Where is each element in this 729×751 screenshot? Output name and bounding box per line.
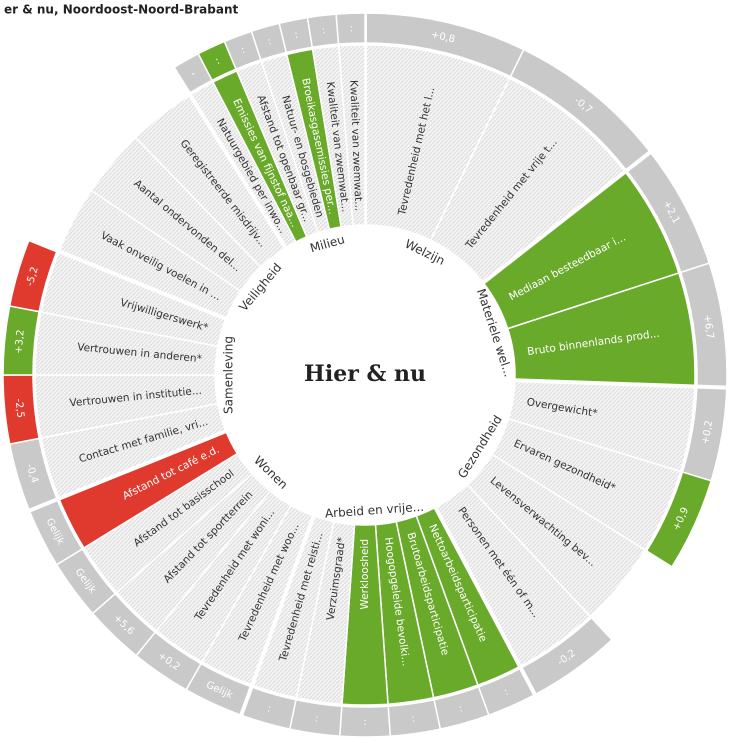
- value-label: :: [411, 713, 416, 724]
- sector-label: Arbeid en vrije...: [324, 500, 424, 521]
- indicator-wedge: [337, 44, 366, 227]
- value-label: :: [503, 687, 511, 698]
- value-label: :: [214, 56, 222, 67]
- value-label: :: [240, 45, 247, 56]
- sector-label: Samenleving: [222, 336, 236, 414]
- value-label: :: [294, 30, 299, 41]
- value-label: :: [349, 23, 353, 34]
- value-label: :: [266, 36, 272, 48]
- center-label: Hier & nu: [304, 361, 426, 387]
- value-label: -: [189, 68, 198, 80]
- sector-divider: [481, 150, 652, 285]
- sector-divider: [28, 237, 227, 321]
- value-label: -5,2: [25, 266, 41, 288]
- value-label: +0,8: [430, 29, 456, 45]
- sector-divider: [239, 515, 316, 716]
- value-label: :: [266, 703, 272, 715]
- value-label: :: [363, 717, 366, 728]
- value-cell: [645, 471, 713, 568]
- value-label: -0,4: [24, 463, 40, 485]
- value-label: -2,5: [13, 398, 26, 418]
- value-label: +0,2: [700, 419, 715, 445]
- indicator-label: Kwaliteit van zwemwat...: [347, 80, 364, 212]
- sector-divider: [433, 506, 537, 696]
- value-cell: [335, 12, 366, 45]
- sector-divider: [28, 429, 227, 513]
- sector-divider: [171, 66, 288, 249]
- value-label: :: [314, 713, 319, 724]
- indicator-label: Werkloosheid: [359, 539, 371, 610]
- value-label: +6,7: [701, 314, 715, 340]
- sector-label: Milieu: [308, 232, 346, 255]
- title: er & nu, Noordoost-Noord-Brabant: [4, 3, 238, 17]
- value-label: :: [458, 703, 464, 715]
- sector-divider: [514, 378, 727, 390]
- value-label: +3,2: [13, 329, 26, 354]
- value-label: :: [321, 25, 326, 36]
